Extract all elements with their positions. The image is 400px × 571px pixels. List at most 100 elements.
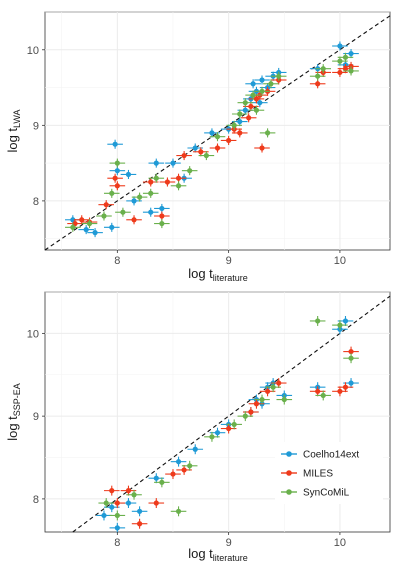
point-marker (259, 77, 265, 83)
data-point (337, 382, 354, 393)
point-marker (242, 100, 248, 106)
point-marker (337, 58, 343, 64)
data-point (181, 166, 198, 176)
data-point (231, 128, 248, 138)
point-marker (315, 388, 321, 394)
bottom-identity-line (72, 295, 391, 533)
point-marker (109, 504, 115, 510)
point-marker (153, 175, 159, 181)
point-marker (268, 81, 274, 87)
data-point (220, 135, 237, 145)
legend-label: SynCoMiL (303, 488, 350, 499)
data-point (181, 460, 198, 471)
top-x-axis-title: log tliterature (188, 266, 248, 283)
data-point (332, 41, 348, 51)
data-point (78, 225, 94, 235)
data-point (270, 71, 287, 81)
data-point (254, 86, 270, 96)
y-tick-label: 9 (33, 120, 39, 132)
data-point (245, 79, 261, 89)
point-marker (320, 392, 326, 399)
point-marker (259, 396, 265, 403)
data-point (154, 211, 170, 221)
point-marker (342, 384, 349, 390)
point-marker (181, 467, 187, 473)
point-marker (348, 68, 354, 74)
data-point (309, 316, 326, 326)
data-point (276, 394, 293, 405)
legend-item-miles: MILES (281, 469, 333, 480)
point-marker (237, 130, 243, 136)
data-point (315, 64, 332, 74)
top-chart: 8 9 10 8 9 10 log tliterature log tLWA (5, 11, 391, 283)
x-tick-label: 9 (226, 255, 232, 267)
point-marker (86, 220, 93, 227)
point-marker (192, 446, 198, 452)
point-marker (159, 479, 165, 485)
legend-item-coelho14ext: Coelho14ext (281, 450, 359, 461)
data-point (332, 320, 348, 331)
point-marker (214, 145, 221, 151)
point-marker (348, 50, 354, 57)
data-point (170, 456, 187, 467)
data-point (103, 222, 120, 232)
point-marker (175, 183, 182, 189)
x-tick-label: 8 (114, 537, 120, 549)
point-marker (159, 213, 165, 219)
point-marker (153, 160, 159, 166)
point-marker (175, 459, 182, 465)
point-marker (114, 183, 120, 189)
y-tick-label: 10 (27, 328, 39, 340)
data-point (248, 94, 265, 104)
point-marker (337, 322, 343, 328)
point-marker (125, 488, 132, 494)
point-marker (153, 500, 159, 506)
data-point (96, 211, 112, 221)
data-point (65, 222, 81, 232)
data-point (96, 510, 112, 521)
data-point (109, 510, 126, 521)
point-marker (248, 409, 254, 415)
point-marker (342, 66, 349, 72)
point-marker (112, 175, 118, 181)
point-marker (348, 355, 354, 361)
point-marker (159, 220, 165, 227)
data-point (204, 431, 220, 442)
x-tick-label: 10 (334, 537, 346, 549)
point-marker (237, 111, 243, 117)
data-point (226, 419, 242, 430)
point-marker (246, 115, 252, 121)
point-marker (136, 194, 143, 200)
legend: Coelho14ext MILES SynCoMiL (275, 442, 383, 504)
data-point (103, 485, 120, 496)
y-tick-label: 9 (33, 411, 39, 423)
data-point (343, 66, 359, 76)
point-marker (103, 500, 109, 506)
data-point (148, 173, 165, 183)
point-marker (209, 434, 215, 440)
data-point (248, 105, 265, 115)
data-point (159, 177, 176, 187)
point-marker (315, 81, 321, 87)
point-marker (170, 160, 176, 166)
data-point (187, 143, 204, 153)
data-point (337, 52, 354, 62)
point-marker (276, 380, 282, 386)
point-marker (120, 209, 126, 215)
point-marker (125, 500, 132, 506)
point-marker (159, 205, 165, 212)
data-point (154, 477, 170, 488)
point-marker (214, 134, 221, 140)
point-marker (248, 103, 254, 110)
data-point (103, 188, 120, 198)
data-point (109, 181, 126, 191)
bottom-y-axis-title: log tSSP-EA (5, 383, 22, 441)
point-marker (114, 500, 120, 506)
data-point (176, 151, 192, 161)
point-marker (79, 217, 85, 223)
data-point (240, 113, 257, 123)
point-marker (253, 401, 260, 407)
data-point (237, 411, 254, 422)
point-marker (114, 168, 120, 174)
